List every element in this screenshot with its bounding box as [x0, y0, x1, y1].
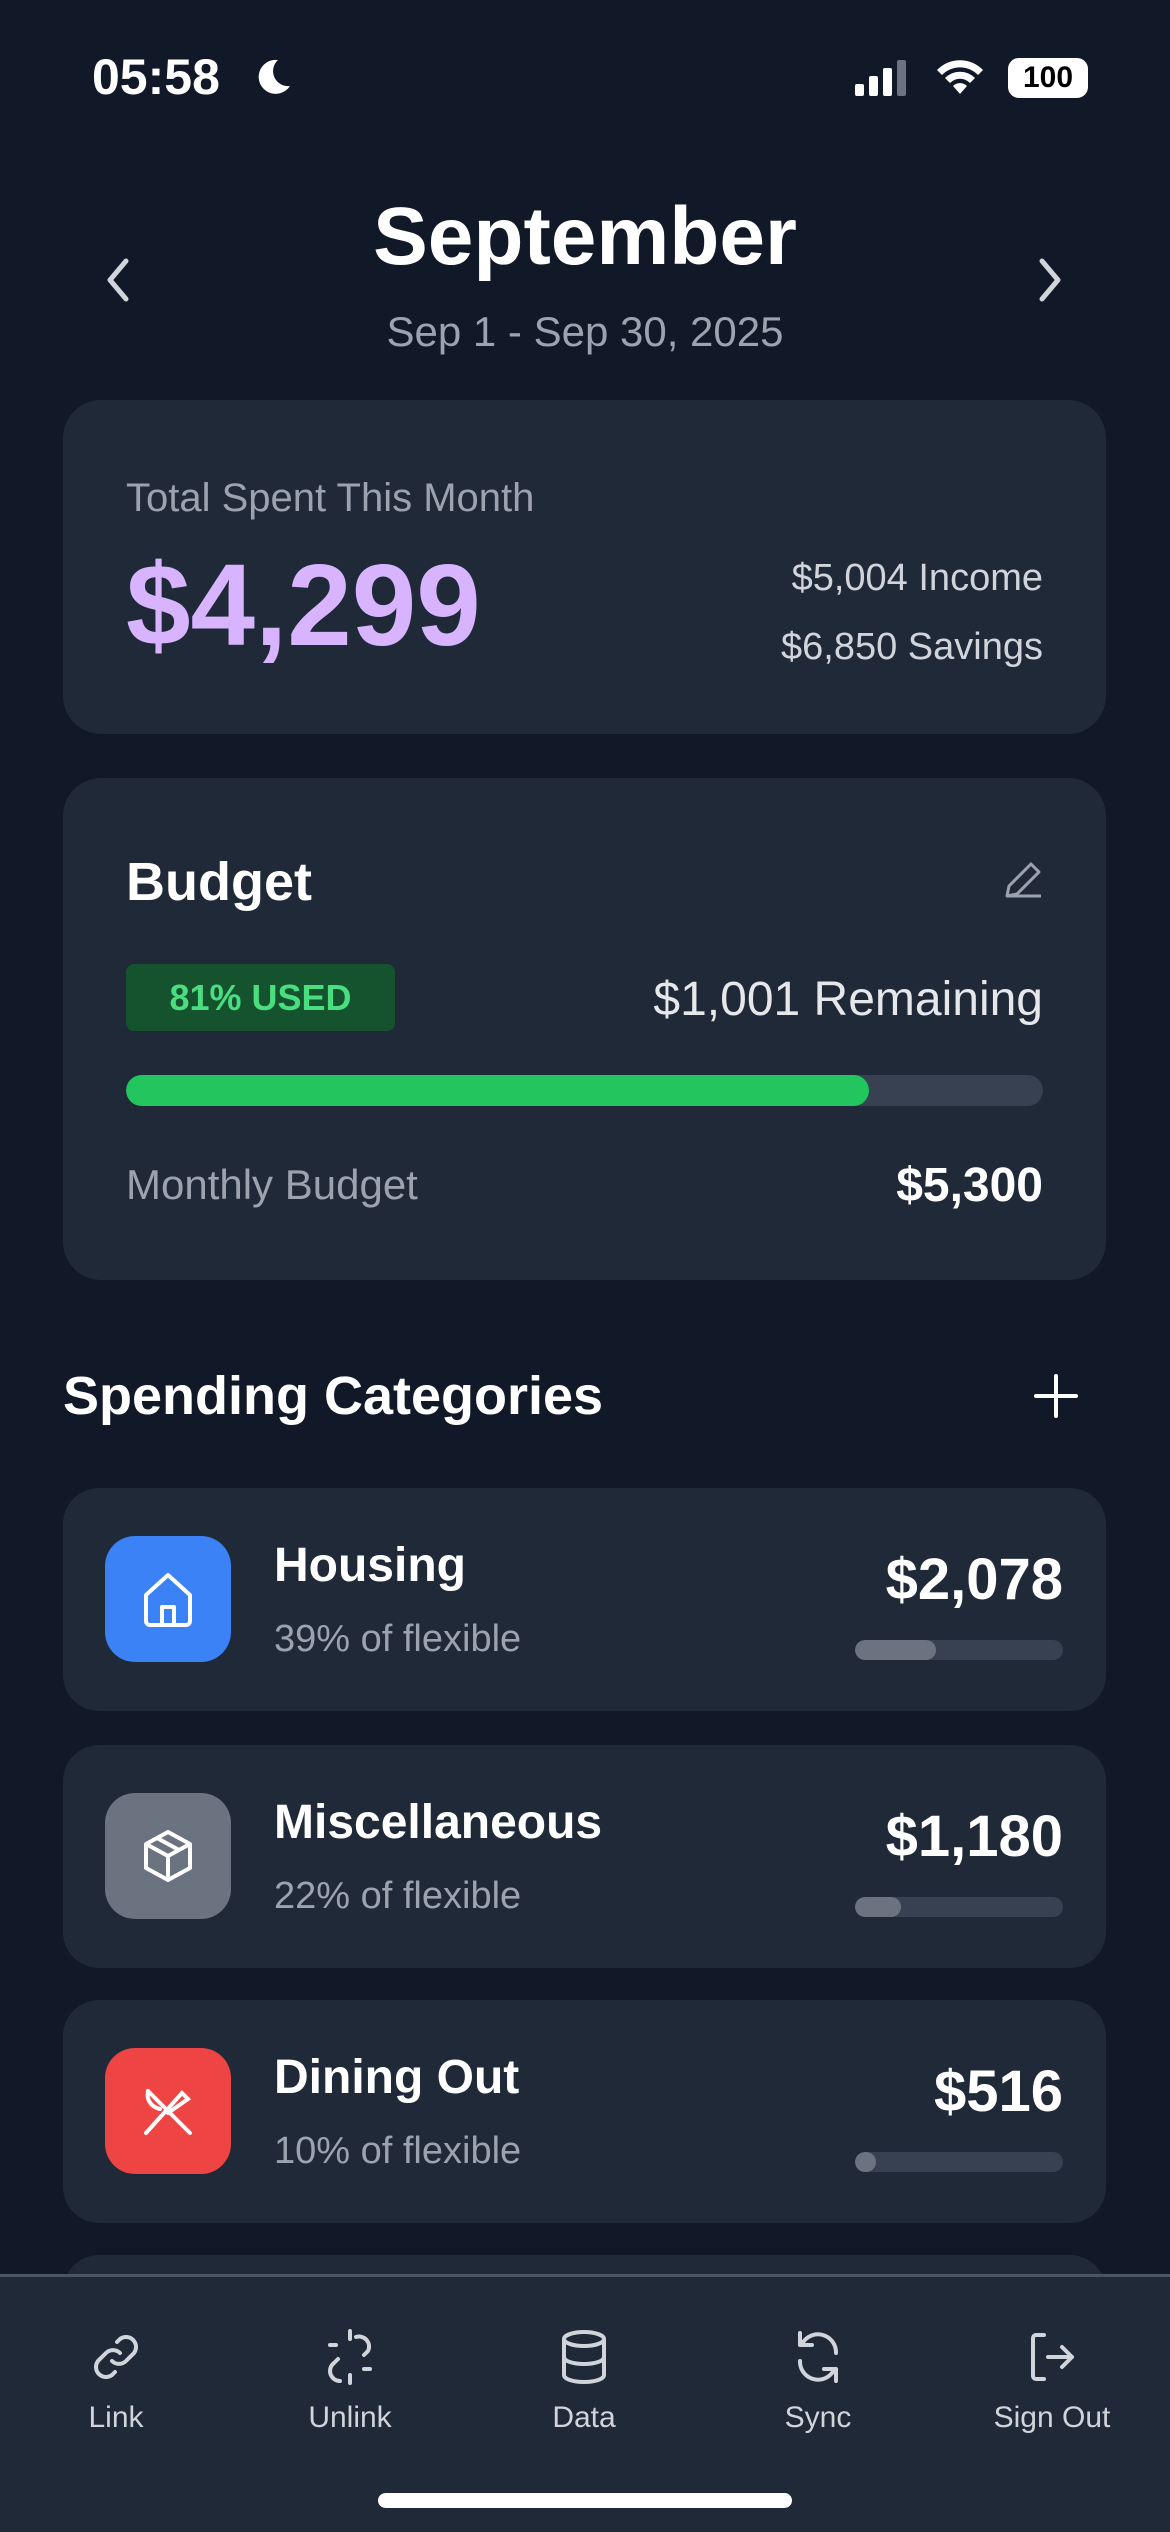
category-subtitle: 22% of flexible	[274, 1875, 522, 1917]
tab-label: Data	[552, 2401, 616, 2434]
moon-icon	[258, 59, 290, 94]
status-time: 05:58	[92, 49, 220, 105]
tab-sign-out[interactable]: Sign Out	[962, 2327, 1142, 2435]
date-range: Sep 1 - Sep 30, 2025	[386, 308, 784, 355]
category-progress-fill	[855, 1640, 937, 1660]
category-name: Dining Out	[274, 2051, 520, 2104]
budget-progress-bar	[126, 1075, 1043, 1106]
category-progress-fill	[855, 1897, 901, 1917]
category-name: Housing	[274, 1539, 466, 1592]
tab-label: Link	[88, 2401, 144, 2434]
box-icon	[105, 1793, 231, 1919]
tab-label: Sync	[784, 2401, 852, 2434]
category-progress-bar	[855, 2152, 1063, 2172]
budget-title: Budget	[126, 852, 312, 912]
month-title: September	[373, 191, 797, 282]
database-icon	[562, 2330, 606, 2385]
budget-used-badge: 81% USED	[126, 964, 395, 1031]
category-card-miscellaneous[interactable]: Miscellaneous 22% of flexible $1,180	[63, 1745, 1106, 1968]
total-spent-label: Total Spent This Month	[126, 476, 535, 520]
utensils-crossed-icon	[105, 2048, 231, 2174]
signal-icon	[855, 60, 906, 96]
previous-month-button[interactable]	[104, 255, 134, 305]
category-amount: $516	[933, 2059, 1063, 2124]
unlink-icon	[328, 2329, 372, 2385]
tab-unlink[interactable]: Unlink	[260, 2327, 440, 2435]
category-amount: $2,078	[885, 1547, 1063, 1612]
add-category-button[interactable]	[1033, 1373, 1079, 1419]
spending-categories-title: Spending Categories	[63, 1366, 604, 1426]
category-amount: $1,180	[885, 1804, 1063, 1869]
home-indicator	[378, 2493, 792, 2508]
category-progress-bar	[855, 1640, 1063, 1660]
tab-data[interactable]: Data	[494, 2327, 674, 2435]
category-card-dining-out[interactable]: Dining Out 10% of flexible $516	[63, 2000, 1106, 2223]
category-subtitle: 39% of flexible	[274, 1618, 522, 1660]
category-name: Miscellaneous	[274, 1796, 603, 1849]
sign-out-icon	[1031, 2333, 1074, 2381]
tab-label: Sign Out	[993, 2401, 1111, 2434]
edit-budget-button[interactable]	[1001, 858, 1045, 902]
total-spent-value: $4,299	[126, 540, 481, 670]
budget-progress-fill	[126, 1075, 869, 1106]
wifi-icon	[937, 60, 983, 94]
link-icon	[94, 2335, 138, 2379]
summary-card: Total Spent This Month $4,299 $5,004 Inc…	[63, 400, 1106, 734]
house-icon	[105, 1536, 231, 1662]
monthly-budget-label: Monthly Budget	[126, 1161, 418, 1208]
category-progress-fill	[855, 2152, 876, 2172]
budget-remaining: $1,001 Remaining	[653, 973, 1043, 1026]
category-card-housing[interactable]: Housing 39% of flexible $2,078	[63, 1488, 1106, 1711]
battery-indicator: 100	[1008, 58, 1088, 98]
budget-card: Budget 81% USED $1,001 Remaining Monthly…	[63, 778, 1106, 1280]
tab-sync[interactable]: Sync	[728, 2327, 908, 2435]
tab-label: Unlink	[308, 2401, 392, 2434]
category-progress-bar	[855, 1897, 1063, 1917]
bottom-tab-bar: Link Unlink Data Sync Sign Out	[0, 2274, 1170, 2532]
tab-link[interactable]: Link	[26, 2327, 206, 2435]
monthly-budget-value: $5,300	[896, 1159, 1043, 1212]
category-subtitle: 10% of flexible	[274, 2130, 522, 2172]
income-text: $5,004 Income	[791, 557, 1043, 599]
savings-text: $6,850 Savings	[781, 626, 1043, 668]
sync-icon	[797, 2331, 839, 2383]
next-month-button[interactable]	[1034, 255, 1064, 305]
